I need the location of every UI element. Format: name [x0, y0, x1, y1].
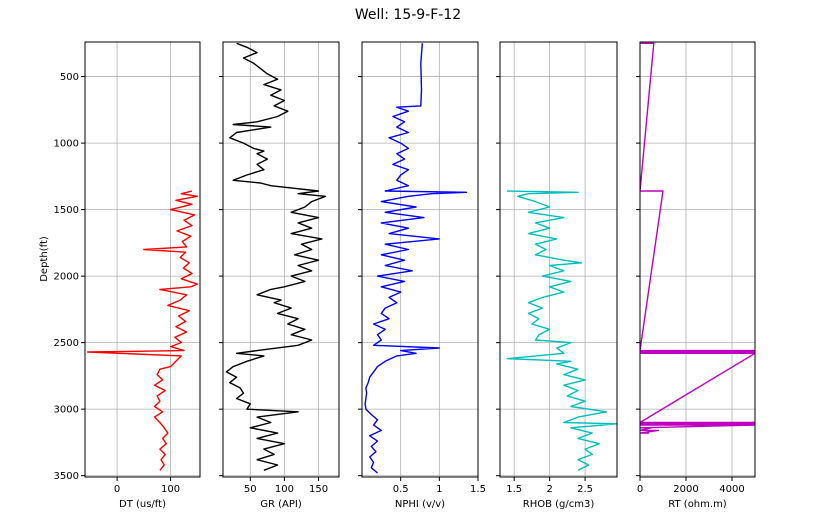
panel-frame [499, 41, 618, 478]
track-rt: 0 2000 4000 RT (ohm.m) [636, 41, 756, 510]
series-line-rt [640, 42, 755, 434]
track-dt: 0 100 DT (us/ft) 500 1000 1500 2000 2500 3000 350… [54, 41, 201, 510]
y-tick-label: 3500 [54, 471, 79, 482]
x-tick-label: 2 [546, 484, 552, 495]
x-tick-label: 1 [436, 484, 442, 495]
x-tick-label: 0 [637, 484, 643, 495]
x-tick-label: 100 [161, 484, 180, 495]
track-gr: 50 100 150 GR (API) [219, 41, 340, 510]
x-axis-label-rt: RT (ohm.m) [668, 499, 727, 510]
y-axis-label: Depth(ft) [39, 236, 50, 282]
y-tick-label: 1500 [54, 205, 79, 216]
x-tick-label: 1.5 [470, 484, 486, 495]
x-tick-label: 2000 [673, 484, 698, 495]
track-nphi: 0.5 1 1.5 NPHI (v/v) [358, 41, 486, 510]
y-tick-label: 1000 [54, 139, 79, 150]
x-axis-label-dt: DT (us/ft) [119, 499, 166, 510]
x-tick-label: 100 [275, 484, 294, 495]
y-tick-label: 500 [60, 72, 79, 83]
series-line-gr [225, 42, 327, 471]
x-tick-label: 4000 [719, 484, 744, 495]
y-tick-label: 2500 [54, 338, 79, 349]
chart-title: Well: 15-9-F-12 [355, 7, 461, 23]
x-axis-label-rhob: RHOB (g/cm3) [523, 499, 595, 510]
series-line-rhob [506, 190, 617, 471]
x-tick-label: 150 [309, 484, 328, 495]
series-line-nphi [364, 43, 468, 474]
x-tick-label: 1.5 [506, 484, 522, 495]
x-axis-label-nphi: NPHI (v/v) [395, 499, 445, 510]
x-axis-label-gr: GR (API) [260, 499, 302, 510]
panel-frame [361, 41, 479, 478]
x-tick-label: 0 [114, 484, 120, 495]
track-rhob: 1.5 2 2.5 RHOB (g/cm3) [496, 41, 618, 510]
panel-frame [222, 41, 340, 478]
y-tick-label: 3000 [54, 405, 79, 416]
panel-frame [639, 41, 756, 478]
x-tick-label: 50 [244, 484, 257, 495]
panel-frame [84, 41, 201, 478]
x-tick-label: 0.5 [393, 484, 409, 495]
x-tick-label: 2.5 [577, 484, 593, 495]
series-line-dt [87, 190, 198, 471]
y-tick-label: 2000 [54, 272, 79, 283]
